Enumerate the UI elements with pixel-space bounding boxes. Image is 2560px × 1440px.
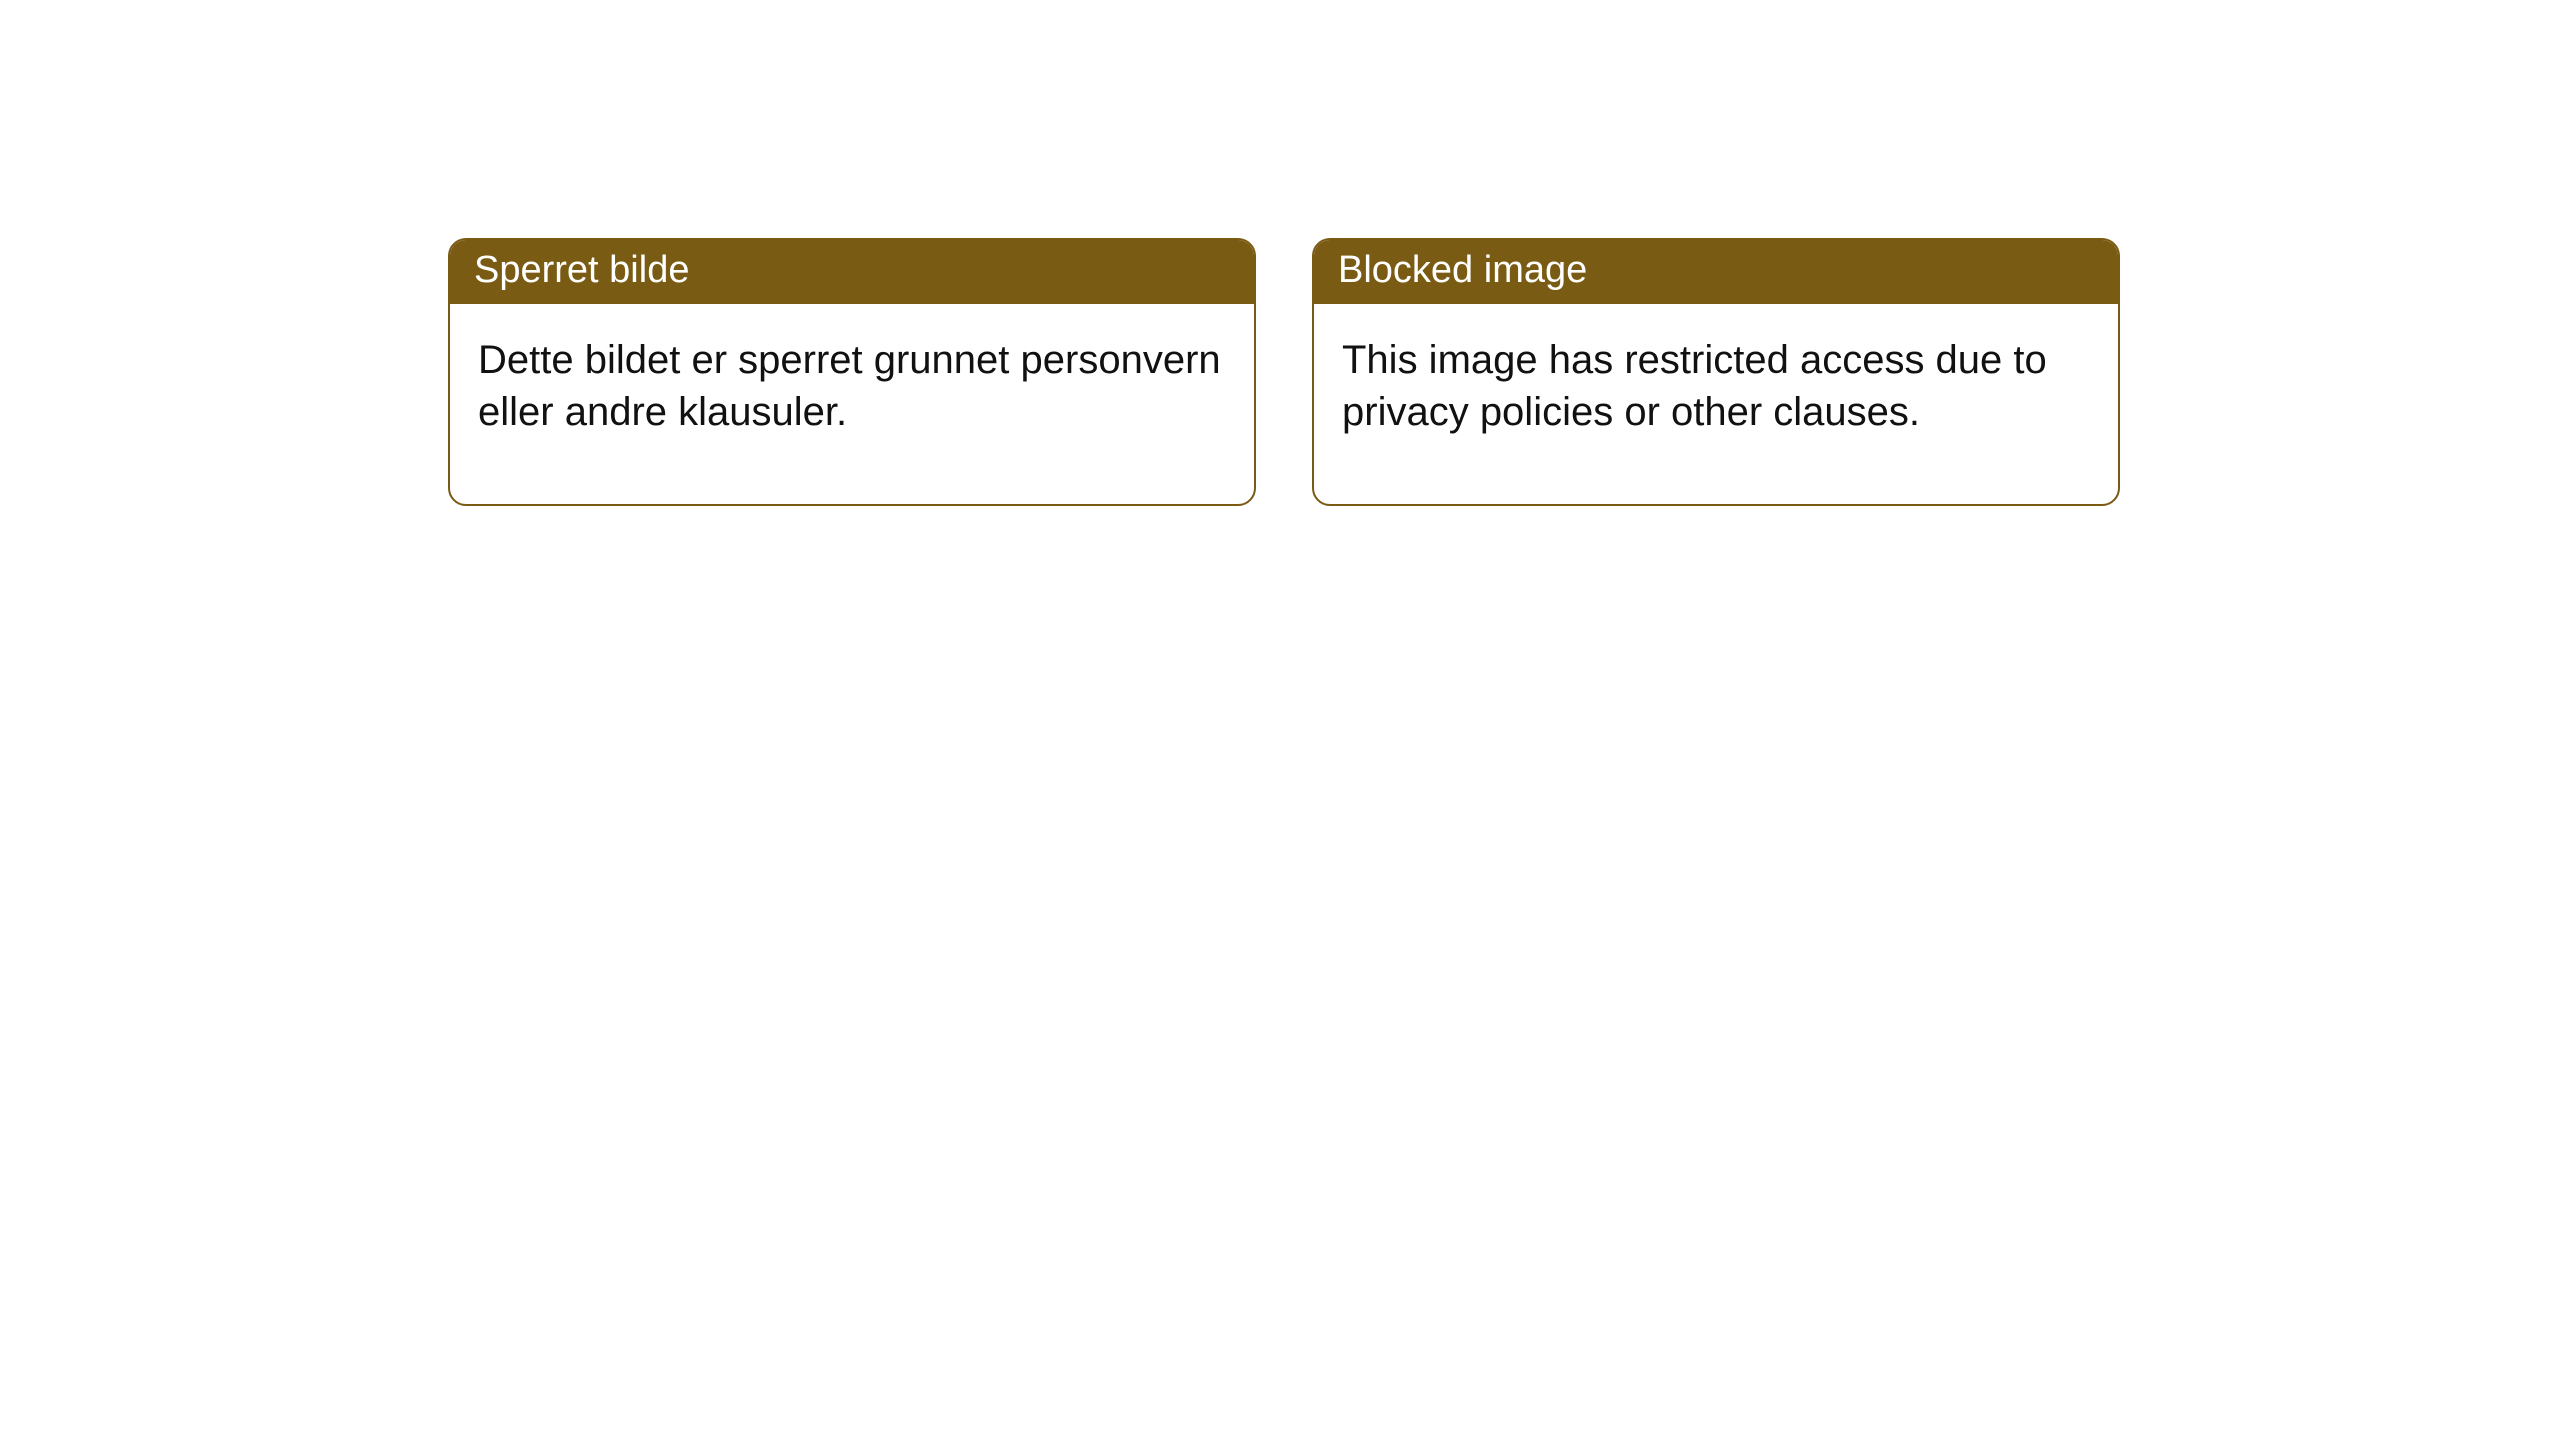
notice-card-english: Blocked image This image has restricted …	[1312, 238, 2120, 506]
notice-body-text: Dette bildet er sperret grunnet personve…	[450, 304, 1254, 504]
notice-container: Sperret bilde Dette bildet er sperret gr…	[0, 0, 2560, 506]
notice-card-norwegian: Sperret bilde Dette bildet er sperret gr…	[448, 238, 1256, 506]
notice-title: Sperret bilde	[450, 240, 1254, 304]
notice-body-text: This image has restricted access due to …	[1314, 304, 2118, 504]
notice-title: Blocked image	[1314, 240, 2118, 304]
